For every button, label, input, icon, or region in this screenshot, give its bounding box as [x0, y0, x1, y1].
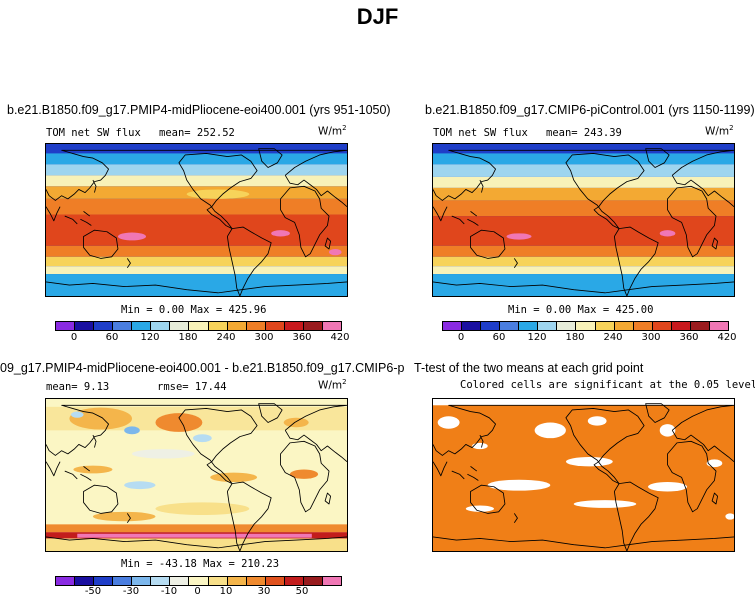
panel-b-units: W/m2 [705, 124, 734, 138]
colorbar-swatch [538, 322, 558, 330]
colorbar-tick-label: 50 [295, 586, 309, 597]
colorbar-tick-label: 240 [216, 332, 236, 343]
colorbar-swatch [132, 577, 152, 585]
colorbar-swatch [576, 322, 596, 330]
colorbar-swatch [151, 577, 171, 585]
colorbar-swatch [322, 577, 341, 585]
colorbar-tick-label: 420 [717, 332, 737, 343]
colorbar-swatch [652, 322, 672, 330]
panel-b-map [432, 143, 735, 297]
panel-c-units: W/m2 [318, 378, 347, 392]
panel-d-title: T-test of the two means at each grid poi… [414, 361, 644, 375]
colorbar-swatch [284, 322, 304, 330]
colorbar-swatch [94, 322, 114, 330]
panel-b-mean: mean= 243.39 [546, 127, 622, 139]
panel-c-rmse: rmse= 17.44 [157, 381, 227, 393]
colorbar-tick-label: 60 [105, 332, 119, 343]
colorbar-swatch [75, 322, 95, 330]
colorbar-swatch [443, 322, 463, 330]
panel-b-minmax: Min = 0.00 Max = 425.00 [508, 304, 654, 316]
panel-d-subtitle: Colored cells are significant at the 0.0… [460, 379, 755, 391]
colorbar-swatch [322, 322, 341, 330]
colorbar-swatch [151, 322, 171, 330]
colorbar-swatch [94, 577, 114, 585]
figure-title: DJF [356, 4, 399, 29]
colorbar-swatch [56, 322, 76, 330]
colorbar-tick-label: 0 [194, 586, 201, 597]
colorbar-swatch [113, 322, 133, 330]
colorbar-tick-label: -50 [84, 586, 102, 597]
colorbar-swatch [519, 322, 539, 330]
colorbar-swatch [303, 577, 323, 585]
colorbar-tick-label: -10 [160, 586, 178, 597]
colorbar-swatch [481, 322, 501, 330]
colorbar-tick-label: 120 [140, 332, 160, 343]
colorbar-swatch [227, 322, 247, 330]
colorbar-tick-label: 180 [178, 332, 198, 343]
colorbar-swatch [614, 322, 634, 330]
colorbar-tick-label: 300 [254, 332, 274, 343]
colorbar-swatch [170, 577, 190, 585]
colorbar-swatch [189, 322, 209, 330]
colorbar-tick-label: 10 [219, 586, 233, 597]
colorbar-swatch [113, 577, 133, 585]
panel-c-minmax: Min = -43.18 Max = 210.23 [121, 558, 280, 570]
panel-a-mean: mean= 252.52 [159, 127, 235, 139]
colorbar-swatch [462, 322, 482, 330]
colorbar-swatch [557, 322, 577, 330]
panel-b-colorbar [442, 321, 729, 331]
panel-a-map [45, 143, 348, 297]
panel-b-variable: TOM net SW flux [433, 127, 528, 139]
panel-c-title: 09_g17.PMIP4-midPliocene-eoi400.001 - b.… [0, 361, 405, 375]
colorbar-tick-label: 0 [70, 332, 78, 343]
panel-c-map [45, 398, 348, 552]
colorbar-swatch [690, 322, 710, 330]
colorbar-swatch [246, 322, 266, 330]
panel-c-colorbar [55, 576, 342, 586]
colorbar-tick-label: 240 [603, 332, 623, 343]
colorbar-swatch [189, 577, 209, 585]
colorbar-swatch [303, 322, 323, 330]
colorbar-swatch [500, 322, 520, 330]
colorbar-swatch [75, 577, 95, 585]
panel-c-mean: mean= 9.13 [46, 381, 110, 393]
colorbar-swatch [671, 322, 691, 330]
colorbar-swatch [56, 577, 76, 585]
colorbar-tick-label: 180 [565, 332, 585, 343]
panel-d-map [432, 398, 735, 552]
colorbar-swatch [170, 322, 190, 330]
colorbar-swatch [595, 322, 615, 330]
colorbar-swatch [208, 322, 228, 330]
panel-a-units: W/m2 [318, 124, 347, 138]
colorbar-swatch [633, 322, 653, 330]
colorbar-tick-label: 30 [257, 586, 271, 597]
colorbar-tick-label: 360 [679, 332, 699, 343]
panel-a-colorbar [55, 321, 342, 331]
panel-a-minmax: Min = 0.00 Max = 425.96 [121, 304, 267, 316]
colorbar-tick-label: -30 [122, 586, 140, 597]
panel-b-title: b.e21.B1850.f09_g17.CMIP6-piControl.001 … [425, 103, 755, 117]
colorbar-swatch [208, 577, 228, 585]
colorbar-tick-label: 420 [330, 332, 350, 343]
colorbar-swatch [709, 322, 728, 330]
colorbar-swatch [246, 577, 266, 585]
colorbar-swatch [265, 322, 285, 330]
colorbar-swatch [265, 577, 285, 585]
colorbar-swatch [227, 577, 247, 585]
panel-a-title: b.e21.B1850.f09_g17.PMIP4-midPliocene-eo… [7, 103, 391, 117]
colorbar-tick-label: 0 [457, 332, 465, 343]
colorbar-swatch [132, 322, 152, 330]
colorbar-tick-label: 300 [641, 332, 661, 343]
colorbar-tick-label: 60 [492, 332, 506, 343]
colorbar-tick-label: 360 [292, 332, 312, 343]
colorbar-swatch [284, 577, 304, 585]
colorbar-tick-label: 120 [527, 332, 547, 343]
panel-a-variable: TOM net SW flux [46, 127, 141, 139]
